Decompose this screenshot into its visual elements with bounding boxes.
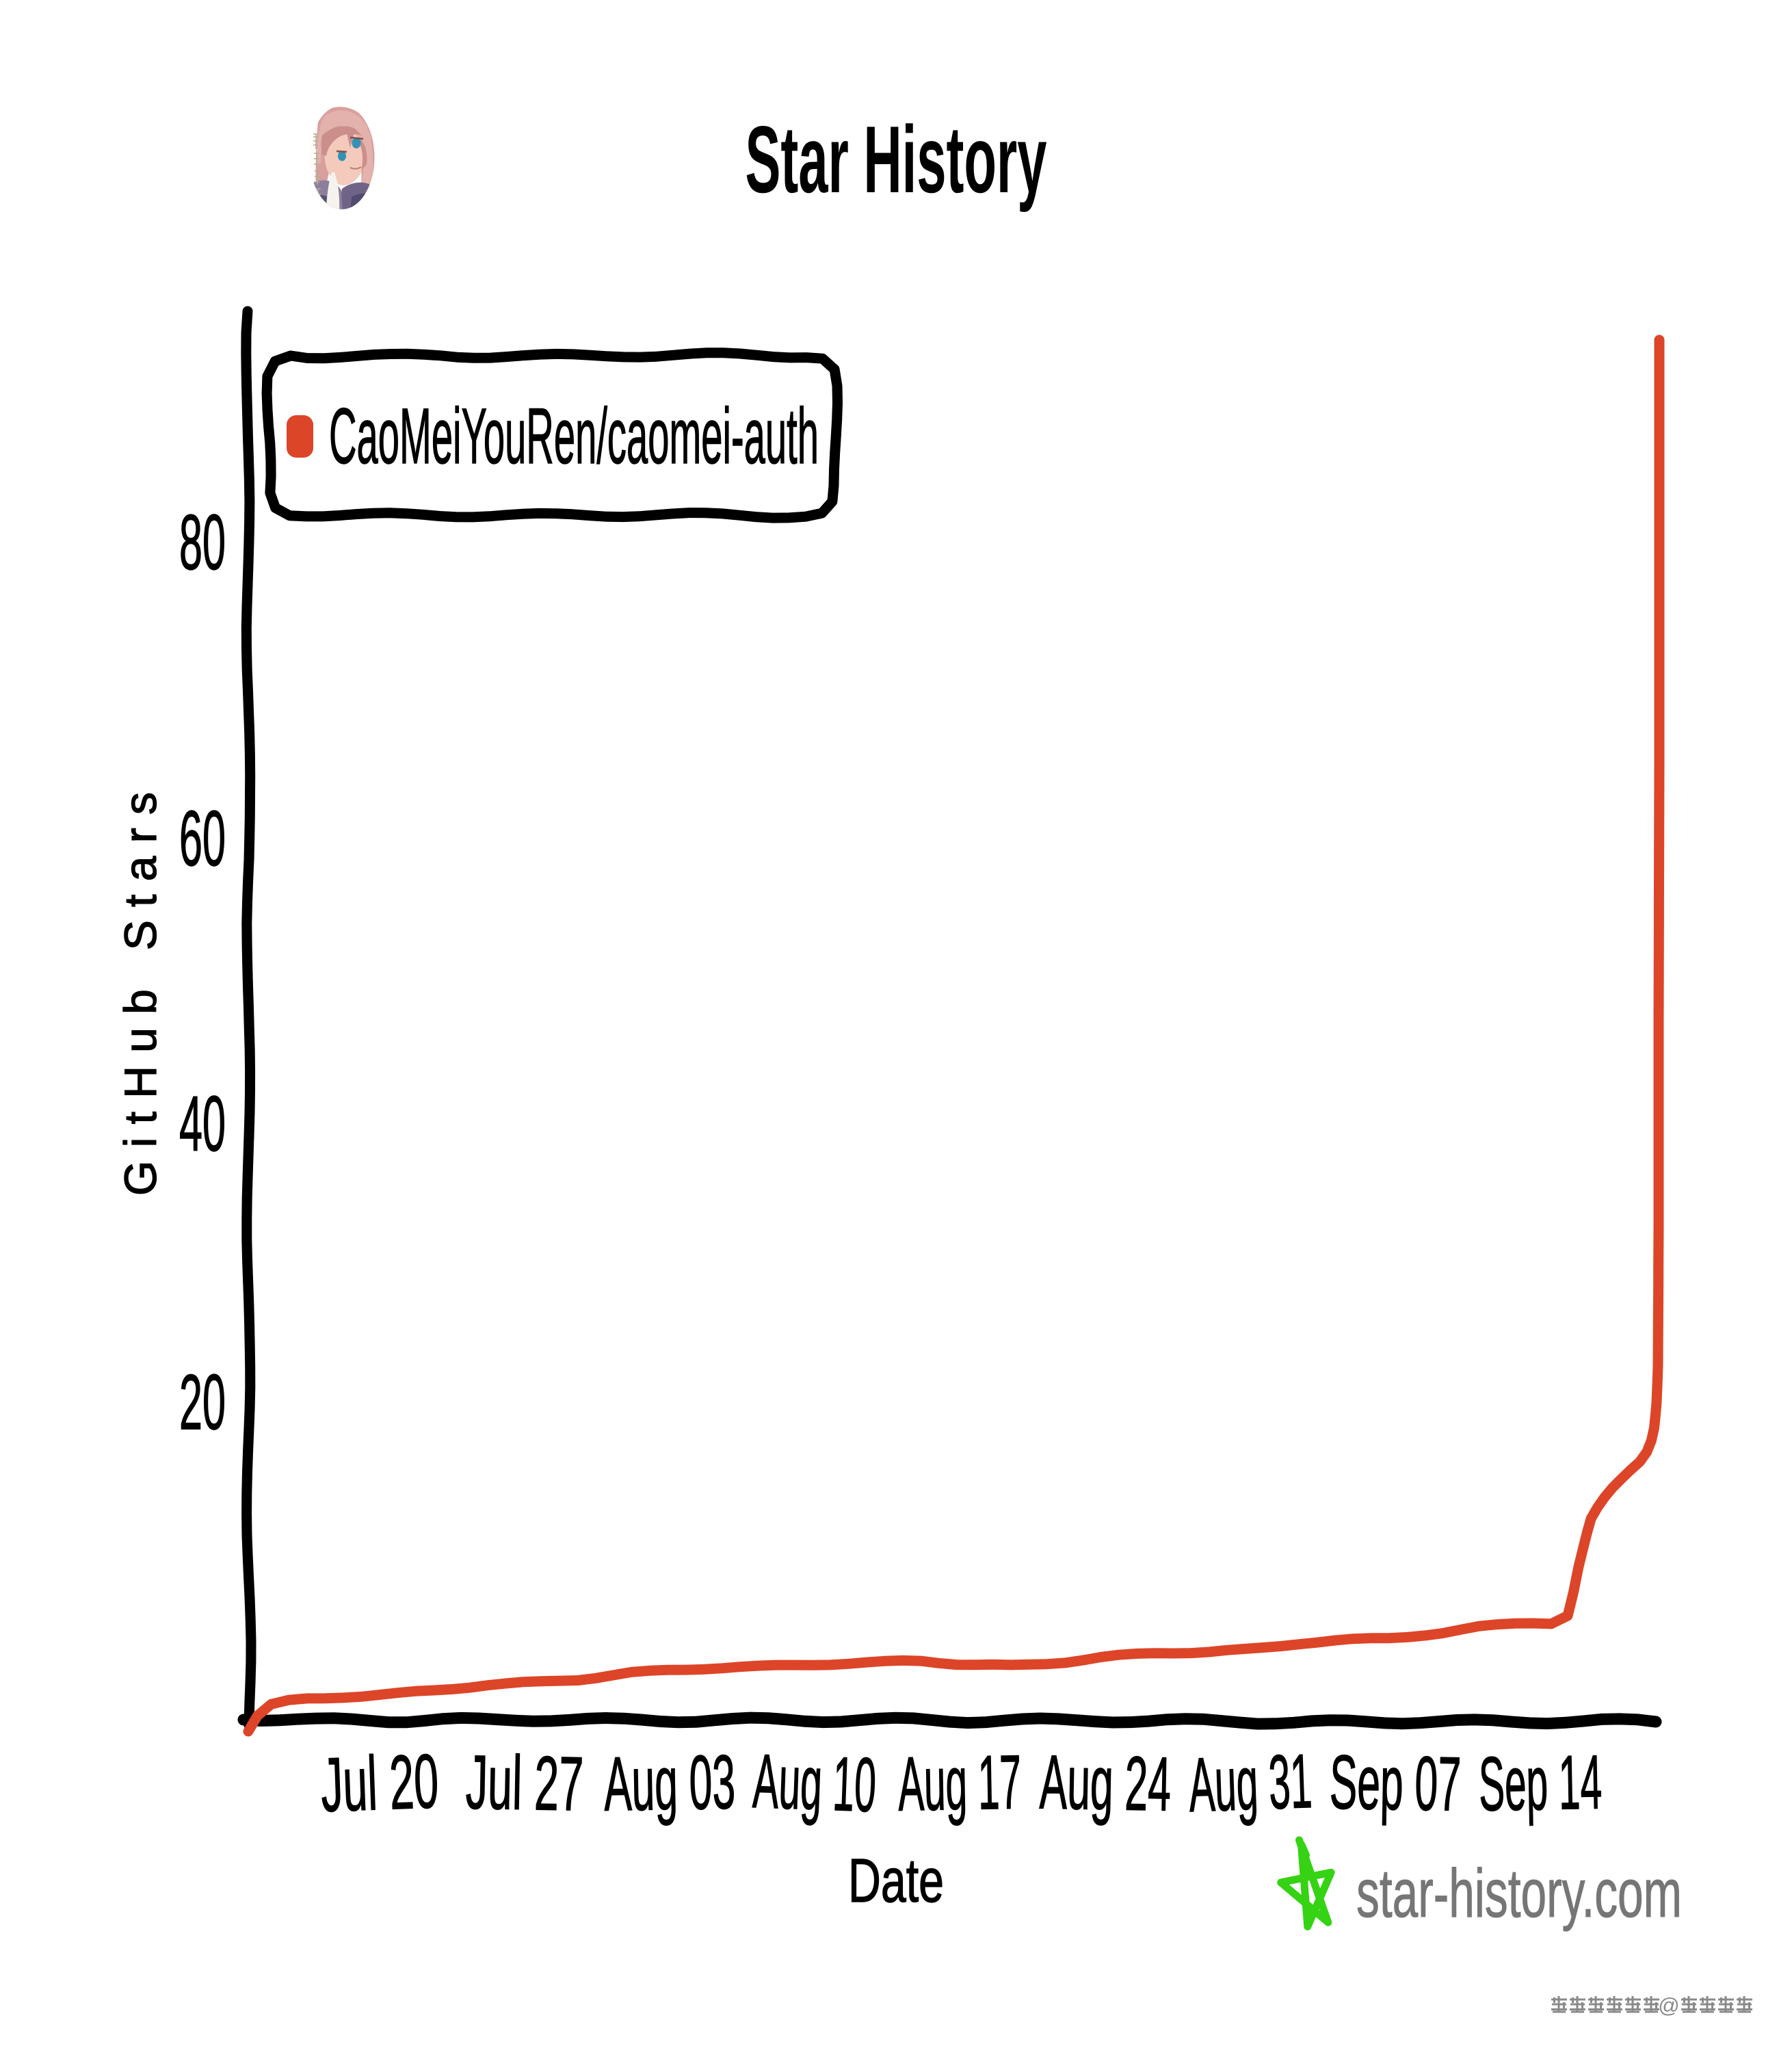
svg-text:Jul 20: Jul 20: [319, 1738, 440, 1828]
svg-text:20: 20: [179, 1359, 226, 1446]
svg-text:Aug 31: Aug 31: [1187, 1738, 1313, 1828]
svg-text:Aug 10: Aug 10: [752, 1738, 878, 1828]
svg-text:80: 80: [179, 499, 226, 586]
svg-text:60: 60: [179, 796, 226, 882]
svg-text:@: @: [1658, 1993, 1679, 2017]
svg-text:Sep 14: Sep 14: [1478, 1739, 1603, 1826]
svg-text:Aug 17: Aug 17: [897, 1739, 1022, 1826]
svg-text:Aug 24: Aug 24: [1039, 1739, 1172, 1826]
svg-text:Aug 03: Aug 03: [603, 1739, 736, 1826]
svg-text:Sep 07: Sep 07: [1329, 1739, 1462, 1826]
svg-text:Jul 27: Jul 27: [465, 1740, 584, 1827]
svg-text:Date: Date: [848, 1847, 944, 1915]
svg-text:CaoMeiYouRen/caomei-auth: CaoMeiYouRen/caomei-auth: [329, 393, 819, 480]
svg-text:40: 40: [179, 1081, 226, 1168]
svg-text:Star History: Star History: [746, 107, 1047, 213]
svg-text:star-history.com: star-history.com: [1356, 1855, 1682, 1932]
